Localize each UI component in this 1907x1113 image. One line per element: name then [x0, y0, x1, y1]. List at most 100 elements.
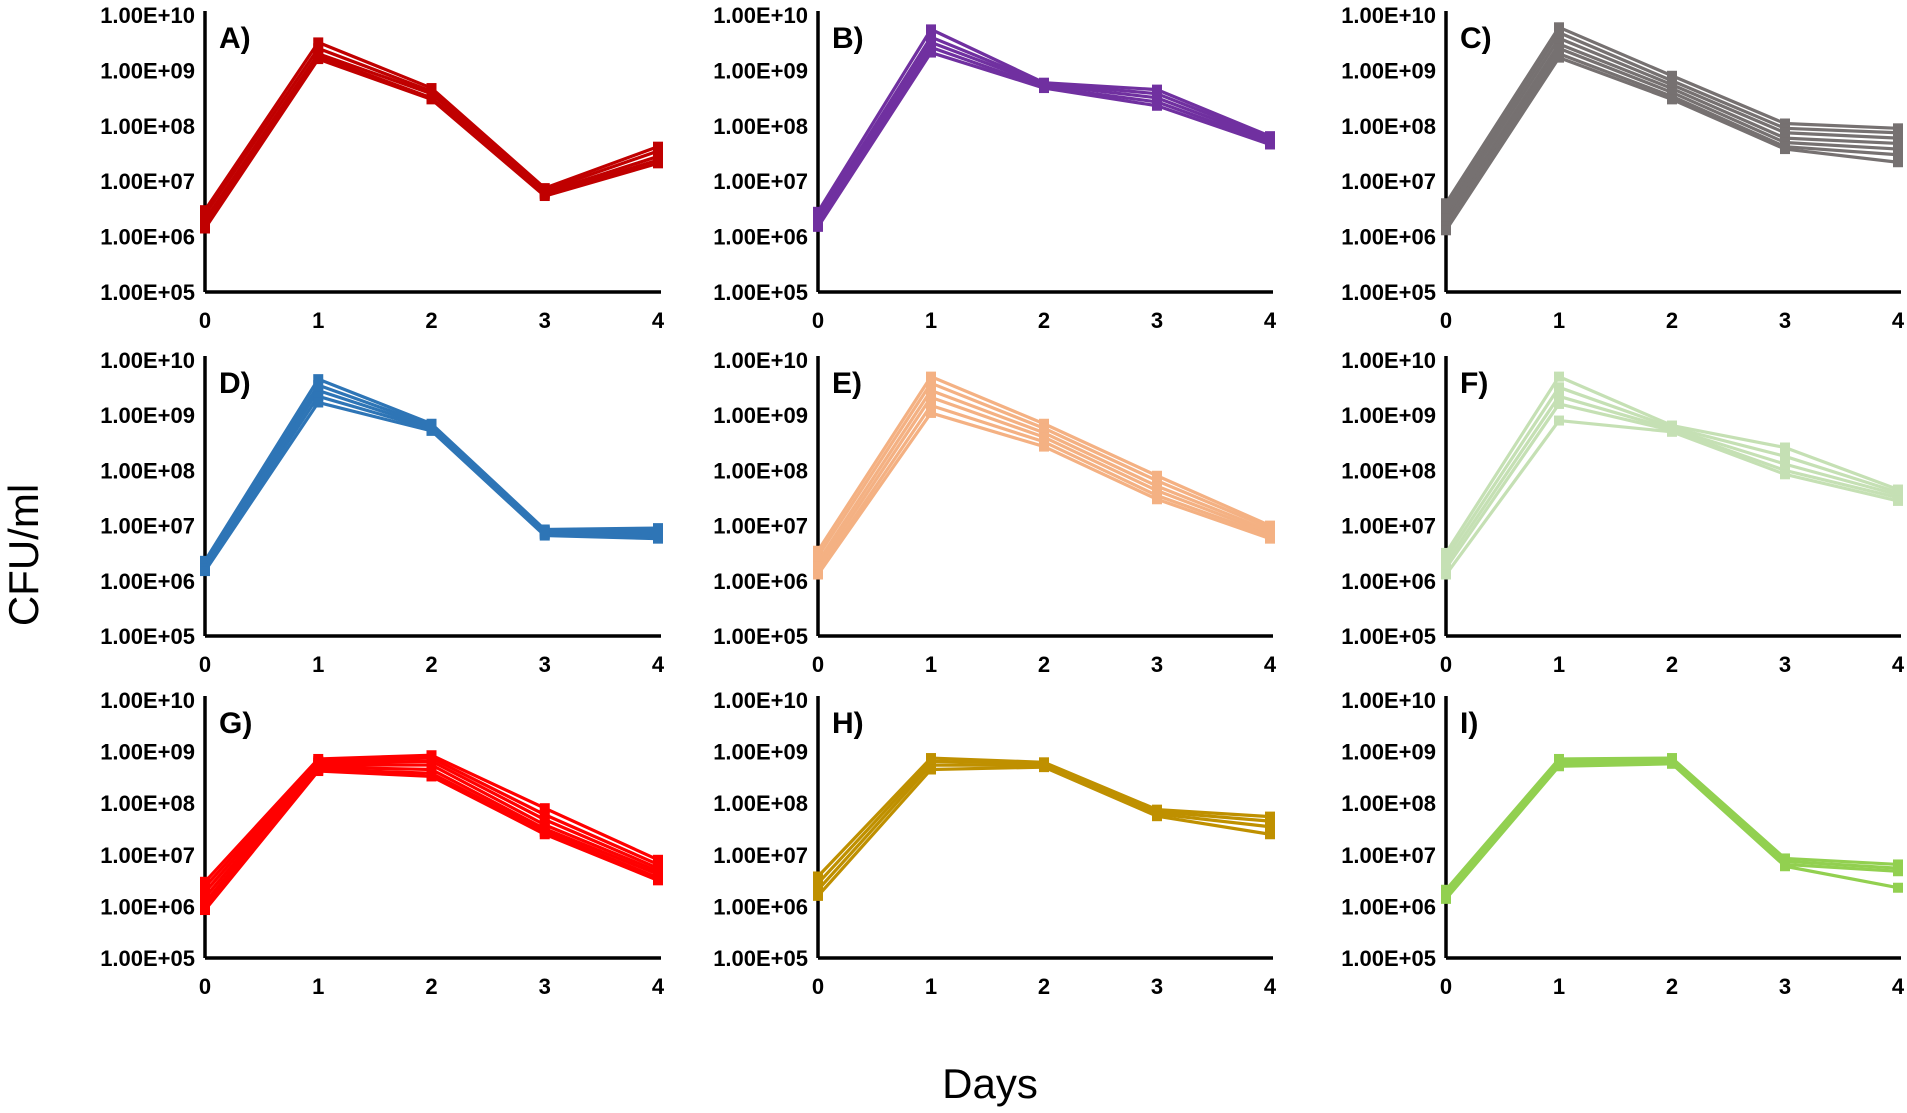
- y-tick-label: 1.00E+10: [100, 688, 195, 713]
- data-point: [1554, 398, 1564, 409]
- x-tick-label: 1: [312, 308, 324, 333]
- panel-label: D): [219, 367, 251, 400]
- data-point: [1780, 451, 1790, 462]
- series-line: [813, 407, 1275, 580]
- data-point: [539, 530, 550, 541]
- data-point: [1441, 569, 1451, 580]
- x-tick-label: 3: [1151, 974, 1163, 999]
- data-point: [926, 32, 936, 43]
- x-tick-label: 0: [1440, 308, 1452, 333]
- data-point: [1152, 494, 1162, 505]
- y-tick-label: 1.00E+05: [1341, 624, 1436, 649]
- y-tick-label: 1.00E+09: [100, 740, 195, 765]
- series-polyline: [203, 52, 659, 221]
- data-point: [1554, 415, 1564, 426]
- x-tick-label: 4: [652, 974, 665, 999]
- x-tick-label: 4: [1264, 308, 1277, 333]
- data-point: [200, 881, 210, 892]
- series-polyline: [203, 46, 659, 216]
- data-point: [1152, 811, 1162, 822]
- series-polyline: [816, 765, 1271, 897]
- x-tick-label: 2: [1038, 974, 1050, 999]
- data-point: [200, 905, 210, 916]
- data-point: [1780, 861, 1790, 872]
- panel-e: 1.00E+05 1.00E+06 1.00E+07 1.00E+08 1.00E+09…: [713, 348, 1277, 677]
- series-polyline: [1444, 385, 1899, 559]
- data-point: [200, 209, 210, 220]
- data-point: [1441, 225, 1451, 236]
- y-tick-label: 1.00E+06: [713, 894, 808, 919]
- data-point: [1893, 144, 1903, 155]
- data-point: [313, 43, 324, 54]
- x-tick-label: 0: [812, 308, 824, 333]
- series-line: [200, 54, 663, 234]
- x-tick-label: 0: [1440, 974, 1452, 999]
- y-tick-label: 1.00E+07: [100, 514, 195, 539]
- x-tick-label: 3: [1151, 652, 1163, 677]
- data-point: [1667, 94, 1677, 105]
- panels: 1.00E+05 1.00E+06 1.00E+07 1.00E+08 1.00E+09…: [100, 3, 1905, 999]
- y-tick-label: 1.00E+07: [713, 843, 808, 868]
- data-point: [1554, 43, 1564, 54]
- y-tick-label: 1.00E+09: [713, 403, 808, 428]
- data-point: [653, 533, 663, 544]
- series-line: [200, 766, 663, 916]
- x-tick-label: 4: [1892, 308, 1905, 333]
- data-point: [1265, 821, 1275, 832]
- y-tick-label: 1.00E+08: [1341, 458, 1436, 483]
- series-line: [200, 764, 663, 912]
- data-point: [1039, 83, 1049, 94]
- series-polyline: [203, 763, 659, 899]
- data-point: [1893, 157, 1903, 168]
- x-tick-label: 2: [1038, 652, 1050, 677]
- y-tick-label: 1.00E+10: [713, 3, 808, 28]
- data-point: [539, 829, 550, 840]
- y-tick-label: 1.00E+05: [100, 280, 195, 305]
- y-tick-label: 1.00E+06: [1341, 225, 1436, 250]
- data-point: [313, 374, 324, 385]
- series-polyline: [816, 40, 1271, 221]
- x-tick-label: 3: [1779, 974, 1791, 999]
- series-line: [200, 48, 663, 225]
- y-tick-label: 1.00E+05: [713, 280, 808, 305]
- data-point: [926, 47, 936, 58]
- x-tick-label: 0: [199, 652, 211, 677]
- series-line: [813, 42, 1275, 228]
- y-tick-label: 1.00E+05: [100, 946, 195, 971]
- data-point: [1780, 442, 1790, 453]
- data-point: [1893, 495, 1903, 506]
- x-tick-label: 3: [539, 974, 551, 999]
- y-tick-label: 1.00E+09: [100, 58, 195, 83]
- y-tick-label: 1.00E+10: [713, 688, 808, 713]
- y-tick-label: 1.00E+06: [1341, 894, 1436, 919]
- data-point: [1441, 558, 1451, 569]
- data-point: [653, 158, 663, 169]
- y-tick-label: 1.00E+05: [1341, 280, 1436, 305]
- y-tick-label: 1.00E+10: [1341, 688, 1436, 713]
- data-point: [313, 54, 324, 65]
- data-point: [426, 425, 437, 436]
- y-tick-label: 1.00E+09: [1341, 740, 1436, 765]
- data-point: [813, 871, 823, 882]
- data-point: [1667, 426, 1677, 437]
- data-point: [1554, 371, 1564, 382]
- data-point: [1554, 22, 1564, 33]
- panel-label: I): [1460, 707, 1478, 740]
- x-tick-label: 2: [425, 308, 437, 333]
- x-tick-label: 1: [1553, 652, 1565, 677]
- x-tick-label: 4: [652, 652, 665, 677]
- y-tick-label: 1.00E+05: [713, 624, 808, 649]
- y-tick-label: 1.00E+09: [1341, 58, 1436, 83]
- x-tick-label: 0: [1440, 652, 1452, 677]
- data-point: [1554, 382, 1564, 393]
- data-point: [653, 875, 663, 886]
- data-point: [1554, 52, 1564, 63]
- data-point: [813, 890, 823, 901]
- x-tick-label: 1: [312, 652, 324, 677]
- x-tick-label: 1: [1553, 974, 1565, 999]
- data-point: [313, 766, 324, 777]
- data-point: [1893, 138, 1903, 149]
- x-tick-label: 1: [925, 308, 937, 333]
- data-point: [813, 551, 823, 562]
- y-tick-label: 1.00E+10: [1341, 3, 1436, 28]
